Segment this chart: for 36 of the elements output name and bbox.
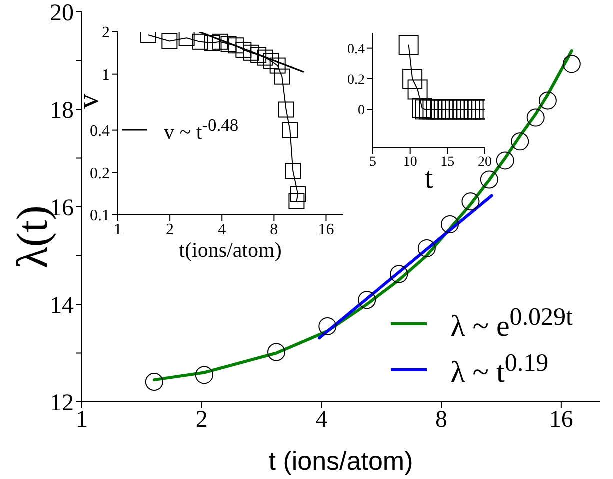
point <box>408 80 428 100</box>
y-tick-label: 0.1 <box>90 208 110 225</box>
y-tick-label: 0.4 <box>90 122 110 140</box>
y-axis-title: v <box>72 94 104 109</box>
x-tick-label: 16 <box>549 407 574 434</box>
x-tick-label: 5 <box>370 154 376 170</box>
x-tick-label: 16 <box>318 221 334 238</box>
x-axis-title: t (ions/atom) <box>268 446 414 476</box>
x-tick-label: 4 <box>218 221 226 238</box>
legend-label: λ ~ e$^{0.029t}$ <box>450 303 573 345</box>
legend-label: λ ~ t$^{0.19}$ <box>450 349 549 391</box>
x-axis-title: t <box>424 162 434 195</box>
x-tick-label: 8 <box>270 221 278 238</box>
x-tick-label: 15 <box>440 154 455 170</box>
point <box>398 35 419 56</box>
legend-label: v ~ t$^{-0.48}$ <box>164 115 239 146</box>
y-tick-label: 0 <box>358 104 365 119</box>
x-tick-label: 1 <box>114 221 122 238</box>
y-tick-label: 12 <box>50 390 74 417</box>
x-tick-label: 2 <box>196 407 208 434</box>
y-tick-label: 0.2 <box>348 72 365 88</box>
x-tick-label: 20 <box>478 154 492 170</box>
x-tick-label: 2 <box>166 221 174 238</box>
x-tick-label: 4 <box>316 407 328 434</box>
y-tick-label: 1 <box>102 67 110 84</box>
y-tick-label: 0.4 <box>348 42 365 58</box>
point <box>464 100 484 120</box>
point <box>402 69 423 89</box>
y-tick-label: 20 <box>50 0 74 27</box>
y-tick-label: 14 <box>50 293 74 320</box>
y-tick-label: 2 <box>102 24 110 42</box>
y-tick-label: 18 <box>50 98 74 124</box>
x-axis-title: t(ions/atom) <box>179 238 282 262</box>
x-tick-label: 10 <box>403 154 418 170</box>
x-tick-label: 8 <box>436 407 448 434</box>
y-tick-label: 0.2 <box>90 165 110 182</box>
